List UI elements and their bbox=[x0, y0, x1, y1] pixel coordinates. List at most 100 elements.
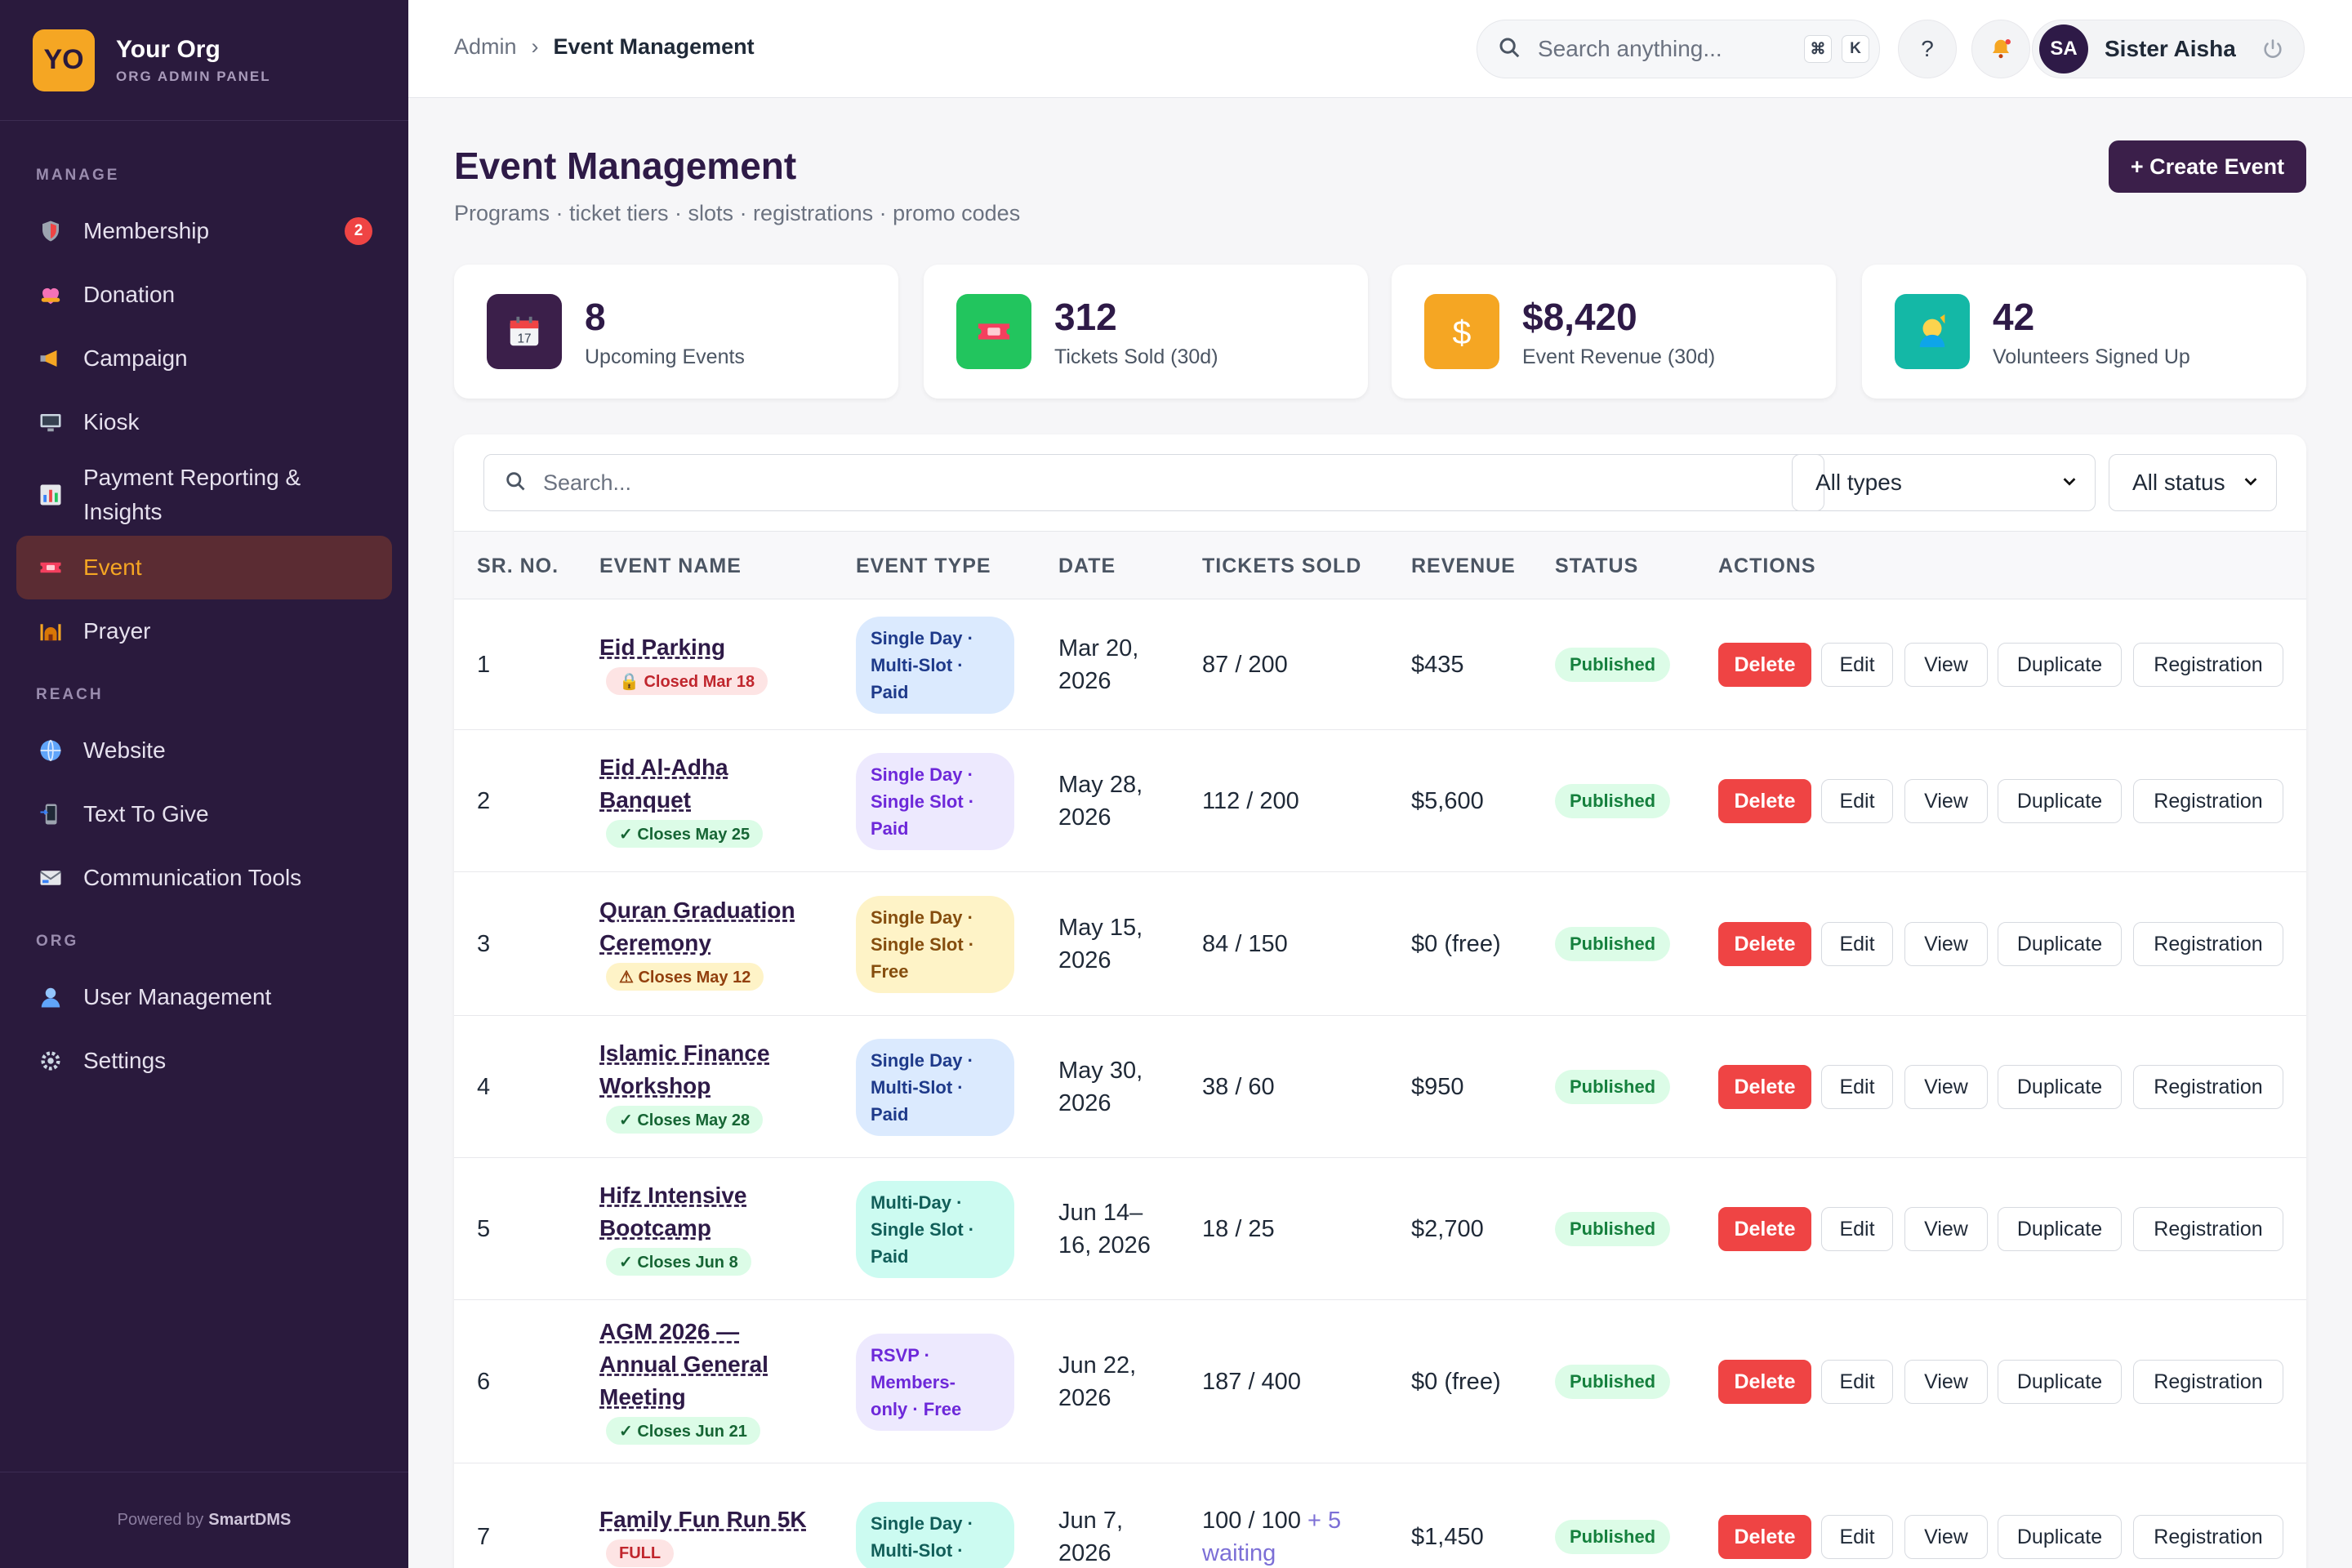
view-button[interactable]: View bbox=[1904, 1515, 1988, 1559]
duplicate-button[interactable]: Duplicate bbox=[1998, 643, 2122, 687]
column-status[interactable]: STATUS bbox=[1555, 555, 1639, 577]
event-type-line: Members- bbox=[871, 1371, 956, 1392]
duplicate-button[interactable]: Duplicate bbox=[1998, 1515, 2122, 1559]
column-sr-no[interactable]: SR. NO. bbox=[477, 555, 559, 577]
sidebar-item-communication-tools[interactable]: Communication Tools bbox=[16, 846, 392, 910]
sidebar-item-label: User Management bbox=[83, 984, 272, 1009]
duplicate-button[interactable]: Duplicate bbox=[1998, 1360, 2122, 1404]
delete-button[interactable]: Delete bbox=[1718, 643, 1811, 687]
table-search-input[interactable]: Search... bbox=[483, 454, 1824, 511]
brand[interactable]: YO Your Org ORG ADMIN PANEL bbox=[0, 0, 408, 121]
event-name-link[interactable]: Family Fun Run 5K bbox=[599, 1507, 807, 1532]
duplicate-button[interactable]: Duplicate bbox=[1998, 779, 2122, 823]
sidebar-item-donation[interactable]: Donation bbox=[16, 263, 392, 327]
power-icon[interactable] bbox=[2261, 38, 2284, 60]
edit-button[interactable]: Edit bbox=[1821, 1207, 1893, 1251]
edit-button[interactable]: Edit bbox=[1821, 922, 1893, 966]
view-button[interactable]: View bbox=[1904, 1360, 1988, 1404]
delete-button[interactable]: Delete bbox=[1718, 1360, 1811, 1404]
status-badge: Published bbox=[1555, 648, 1671, 682]
registration-button[interactable]: Registration bbox=[2133, 1360, 2283, 1404]
event-name-link[interactable]: Ceremony bbox=[599, 930, 711, 956]
registration-button[interactable]: Registration bbox=[2133, 779, 2283, 823]
view-button[interactable]: View bbox=[1904, 922, 1988, 966]
registration-button[interactable]: Registration bbox=[2133, 643, 2283, 687]
registration-button[interactable]: Registration bbox=[2133, 1207, 2283, 1251]
view-button[interactable]: View bbox=[1904, 1065, 1988, 1109]
sidebar-item-text-to-give[interactable]: Text To Give bbox=[16, 782, 392, 846]
phone-icon bbox=[36, 800, 65, 829]
duplicate-button[interactable]: Duplicate bbox=[1998, 1065, 2122, 1109]
sidebar-item-event[interactable]: Event bbox=[16, 536, 392, 599]
delete-button[interactable]: Delete bbox=[1718, 779, 1811, 823]
view-button[interactable]: View bbox=[1904, 779, 1988, 823]
column-event-type[interactable]: EVENT TYPE bbox=[856, 555, 991, 577]
event-name-link[interactable]: Islamic Finance bbox=[599, 1040, 770, 1066]
registration-button[interactable]: Registration bbox=[2133, 922, 2283, 966]
event-name-link[interactable]: Banquet bbox=[599, 787, 691, 813]
event-name-link[interactable]: Eid Al-Adha bbox=[599, 755, 728, 780]
globe-icon bbox=[36, 736, 65, 765]
event-type-line: Single Day · bbox=[871, 1049, 973, 1071]
event-name-link[interactable]: Quran Graduation bbox=[599, 898, 795, 923]
type-filter-select[interactable]: All types bbox=[1792, 454, 2096, 511]
sidebar-item-prayer[interactable]: Prayer bbox=[16, 599, 392, 663]
edit-button[interactable]: Edit bbox=[1821, 1360, 1893, 1404]
delete-button[interactable]: Delete bbox=[1718, 1515, 1811, 1559]
event-name-link[interactable]: Annual General bbox=[599, 1352, 768, 1377]
global-search[interactable]: Search anything... ⌘ K bbox=[1477, 20, 1880, 78]
help-button[interactable]: ? bbox=[1898, 20, 1957, 78]
cell-event-name: Eid Al-Adha Banquet ✓ Closes May 25 bbox=[599, 751, 812, 848]
create-event-button[interactable]: + Create Event bbox=[2109, 140, 2306, 193]
user-menu[interactable]: SA Sister Aisha bbox=[2032, 20, 2305, 78]
sidebar-item-settings[interactable]: Settings bbox=[16, 1029, 392, 1093]
table-row: 6 AGM 2026 — Annual General Meeting ✓ Closes… bbox=[454, 1300, 2306, 1463]
events-panel: Search... All types All status SR. NO. E… bbox=[454, 434, 2306, 1568]
column-date[interactable]: DATE bbox=[1058, 555, 1116, 577]
registration-button[interactable]: Registration bbox=[2133, 1515, 2283, 1559]
column-revenue[interactable]: REVENUE bbox=[1411, 555, 1516, 577]
deadline-badge: ✓ Closes Jun 8 bbox=[606, 1248, 751, 1276]
delete-button[interactable]: Delete bbox=[1718, 1065, 1811, 1109]
column-event-name[interactable]: EVENT NAME bbox=[599, 555, 742, 577]
breadcrumb-admin[interactable]: Admin bbox=[454, 34, 517, 59]
deadline-badge: ✓ Closes May 25 bbox=[606, 820, 764, 848]
event-name-link[interactable]: Eid Parking bbox=[599, 635, 726, 660]
delete-button[interactable]: Delete bbox=[1718, 922, 1811, 966]
cell-event-name: AGM 2026 — Annual General Meeting ✓ Closes … bbox=[599, 1316, 812, 1445]
stat-card: 42 Volunteers Signed Up bbox=[1862, 265, 2306, 399]
edit-button[interactable]: Edit bbox=[1821, 1515, 1893, 1559]
registration-button[interactable]: Registration bbox=[2133, 1065, 2283, 1109]
event-name-link[interactable]: Hifz Intensive bbox=[599, 1183, 747, 1208]
duplicate-button[interactable]: Duplicate bbox=[1998, 922, 2122, 966]
sidebar-item-payment-reporting-insights[interactable]: Payment Reporting & Insights bbox=[16, 454, 392, 536]
event-name-link[interactable]: Meeting bbox=[599, 1384, 686, 1410]
bar-chart-icon bbox=[36, 480, 65, 510]
cell-date: May 15, 2026 bbox=[1058, 911, 1143, 977]
view-button[interactable]: View bbox=[1904, 643, 1988, 687]
status-filter-select[interactable]: All status bbox=[2109, 454, 2277, 511]
edit-button[interactable]: Edit bbox=[1821, 779, 1893, 823]
stat-card: 17 8 Upcoming Events bbox=[454, 265, 898, 399]
sidebar-item-label: Membership bbox=[83, 218, 210, 243]
column-tickets-sold[interactable]: TICKETS SOLD bbox=[1202, 555, 1362, 577]
notifications-button[interactable] bbox=[1971, 20, 2030, 78]
event-name-link[interactable]: Bootcamp bbox=[599, 1215, 711, 1241]
sidebar-item-user-management[interactable]: User Management bbox=[16, 965, 392, 1029]
edit-button[interactable]: Edit bbox=[1821, 1065, 1893, 1109]
event-type-line: Multi-Day · bbox=[871, 1192, 963, 1213]
date-line: Mar 20, bbox=[1058, 635, 1139, 662]
view-button[interactable]: View bbox=[1904, 1207, 1988, 1251]
sidebar-item-website[interactable]: Website bbox=[16, 719, 392, 782]
duplicate-button[interactable]: Duplicate bbox=[1998, 1207, 2122, 1251]
search-icon bbox=[504, 470, 527, 497]
sidebar-item-membership[interactable]: Membership 2 bbox=[16, 199, 392, 263]
event-name-link[interactable]: AGM 2026 — bbox=[599, 1319, 740, 1344]
event-name-link[interactable]: Workshop bbox=[599, 1073, 711, 1098]
sidebar-section-title: MANAGE bbox=[36, 167, 120, 184]
edit-button[interactable]: Edit bbox=[1821, 643, 1893, 687]
delete-button[interactable]: Delete bbox=[1718, 1207, 1811, 1251]
event-type-pill: Single Day · Multi-Slot · Paid bbox=[856, 616, 1014, 714]
sidebar-item-kiosk[interactable]: Kiosk bbox=[16, 390, 392, 454]
sidebar-item-campaign[interactable]: Campaign bbox=[16, 327, 392, 390]
